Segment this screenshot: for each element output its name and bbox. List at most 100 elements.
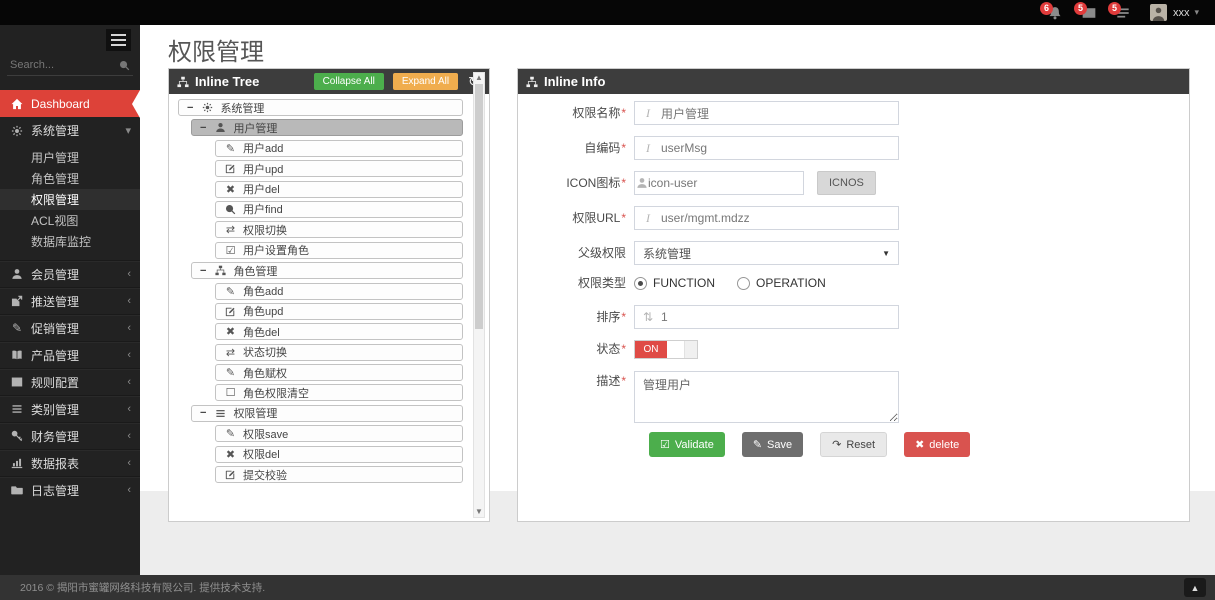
icnos-button[interactable]: ICNOS <box>817 171 876 195</box>
tree-node-用户upd[interactable]: 用户upd <box>215 160 463 178</box>
tasks-menu[interactable]: 5 <box>1107 1 1130 20</box>
url-input[interactable] <box>661 207 898 229</box>
chevron-left-icon: ‹ <box>127 349 131 361</box>
parent-permission-select[interactable]: 系统管理 ▼ <box>634 241 899 265</box>
tree-node-角色管理[interactable]: − 角色管理 <box>191 262 463 280</box>
collapse-toggle-icon[interactable]: − <box>200 407 207 420</box>
chevron-left-icon: ‹ <box>127 457 131 469</box>
collapse-toggle-icon[interactable]: − <box>200 264 207 277</box>
home-icon <box>9 98 25 110</box>
sitemap-icon <box>214 265 227 276</box>
scrollbar-thumb[interactable] <box>475 84 483 329</box>
sidebar-item-label: 日志管理 <box>31 483 80 498</box>
tree-node-label: 角色del <box>243 326 280 339</box>
permission-name-input[interactable] <box>661 102 898 124</box>
collapse-all-button[interactable]: Collapse All <box>313 73 384 90</box>
validate-button[interactable]: ☑ Validate <box>649 432 725 457</box>
tree-node-label: 角色add <box>243 286 284 299</box>
status-toggle[interactable]: ON <box>634 340 698 359</box>
search-input[interactable] <box>10 59 119 71</box>
sidebar-item-Dashboard[interactable]: Dashboard <box>0 89 140 118</box>
notification-badge: 5 <box>1073 1 1087 15</box>
tree-node-状态切换[interactable]: ⇄ 状态切换 <box>215 343 463 361</box>
sidebar-item-财务管理[interactable]: 财务管理 ‹ <box>0 422 140 449</box>
tree-node-label: 用户del <box>243 184 280 197</box>
tree-node-角色upd[interactable]: 角色upd <box>215 302 463 320</box>
tree-node-权限切换[interactable]: ⇄ 权限切换 <box>215 221 463 239</box>
inline-tree-header: Inline Tree Collapse All Expand All ↻ <box>169 69 489 94</box>
radio-dot <box>737 276 750 290</box>
toggle-track <box>667 341 684 358</box>
tree-node-权限管理[interactable]: − 权限管理 <box>191 404 463 422</box>
sidebar-item-规则配置[interactable]: 规则配置 ‹ <box>0 368 140 395</box>
sidebar-subitem-角色管理[interactable]: 角色管理 <box>31 172 80 186</box>
tree-node-角色add[interactable]: ✎ 角色add <box>215 282 463 300</box>
tree-node-label: 角色upd <box>243 306 284 319</box>
collapse-toggle-icon[interactable]: − <box>200 121 207 134</box>
back-to-top-button[interactable]: ▲ <box>1184 578 1206 597</box>
content-area: 权限管理 Inline Tree Collapse All Expand All… <box>140 25 1215 575</box>
scroll-up-icon[interactable]: ▲ <box>475 73 483 82</box>
collapse-toggle-icon[interactable]: − <box>187 101 194 114</box>
permission-form: 权限名称* I 自编码* I ICON图标* ICNOS 权限URL* I 父级… <box>518 94 1189 521</box>
tree-icon <box>526 76 538 88</box>
tree-node-系统管理[interactable]: − 系统管理 <box>178 99 463 116</box>
sidebar-submenu: 用户管理角色管理权限管理 ACL视图数据库监控 <box>0 144 140 260</box>
icon-label: ICON图标* <box>566 176 626 190</box>
toggle-handle <box>684 341 697 358</box>
envelope-menu[interactable]: 5 <box>1073 1 1096 20</box>
form-buttons: ☑ Validate ✎ Save ↷ Reset ✖ delete <box>649 432 1189 457</box>
sidebar-subitem-用户管理[interactable]: 用户管理 <box>31 151 80 165</box>
scroll-down-icon[interactable]: ▼ <box>475 507 483 516</box>
user-menu[interactable]: xxx ▾ <box>1149 4 1199 21</box>
icon-input[interactable] <box>648 172 803 194</box>
sidebar-subitem-ACL视图[interactable]: ACL视图 <box>31 214 79 228</box>
tree-node-用户add[interactable]: ✎ 用户add <box>215 139 463 157</box>
expand-all-button[interactable]: Expand All <box>392 73 459 90</box>
tree-node-权限save[interactable]: ✎ 权限save <box>215 425 463 443</box>
description-textarea[interactable]: 管理用户 <box>634 371 899 423</box>
save-button[interactable]: ✎ Save <box>741 432 804 457</box>
tree-node-用户设置角色[interactable]: ☑ 用户设置角色 <box>215 241 463 259</box>
sidebar-item-label: 促销管理 <box>31 321 80 336</box>
tree-node-角色权限清空[interactable]: ☐ 角色权限清空 <box>215 384 463 402</box>
sort-input[interactable] <box>661 306 898 328</box>
radio-operation[interactable]: OPERATION <box>737 276 826 290</box>
sidebar-item-推送管理[interactable]: 推送管理 ‹ <box>0 287 140 314</box>
sidebar-item-会员管理[interactable]: 会员管理 ‹ <box>0 260 140 287</box>
tree-node-角色赋权[interactable]: ✎ 角色赋权 <box>215 364 463 382</box>
sidebar-item-日志管理[interactable]: 日志管理 ‹ <box>0 476 140 503</box>
delete-button[interactable]: ✖ delete <box>904 432 971 457</box>
tree-node-角色del[interactable]: ✖ 角色del <box>215 323 463 341</box>
sidebar-subitem-数据库监控[interactable]: 数据库监控 <box>31 235 92 249</box>
sidebar-item-类别管理[interactable]: 类别管理 ‹ <box>0 395 140 422</box>
bell-menu[interactable]: 6 <box>1039 1 1062 20</box>
tree-scrollbar[interactable]: ▲ ▼ <box>473 72 485 518</box>
edit-icon <box>224 163 237 174</box>
code-input[interactable] <box>661 137 898 159</box>
reset-button[interactable]: ↷ Reset <box>820 432 888 457</box>
text-input-icon: I <box>646 210 650 225</box>
tree-node-权限del[interactable]: ✖ 权限del <box>215 445 463 463</box>
sidebar-item-label: 类别管理 <box>31 402 80 417</box>
sort-label: 排序* <box>596 310 626 324</box>
text-input-icon: I <box>646 140 650 155</box>
pencil-icon: ✎ <box>225 285 236 298</box>
sidebar-item-label: 会员管理 <box>31 267 80 282</box>
sidebar-item-系统管理[interactable]: 系统管理 ▾ <box>0 117 140 144</box>
search-icon[interactable] <box>119 60 130 71</box>
sidebar-item-label: 系统管理 <box>31 124 80 138</box>
sidebar-item-促销管理[interactable]: ✎ 促销管理 ‹ <box>0 314 140 341</box>
tree-node-提交校验[interactable]: 提交校验 <box>215 466 463 484</box>
chevron-left-icon: ‹ <box>127 484 131 496</box>
tree-node-用户管理[interactable]: − 用户管理 <box>191 119 463 137</box>
pencil-icon: ✎ <box>752 439 763 451</box>
radio-function[interactable]: FUNCTION <box>634 276 715 290</box>
sidebar-subitem-权限管理[interactable]: 权限管理 <box>0 189 140 210</box>
tree-node-用户find[interactable]: 用户find <box>215 200 463 218</box>
list-icon <box>9 403 25 415</box>
sidebar-item-数据报表[interactable]: 数据报表 ‹ <box>0 449 140 476</box>
sidebar-item-产品管理[interactable]: 产品管理 ‹ <box>0 341 140 368</box>
tree-node-用户del[interactable]: ✖ 用户del <box>215 180 463 198</box>
sidebar-toggle-button[interactable] <box>106 29 131 51</box>
